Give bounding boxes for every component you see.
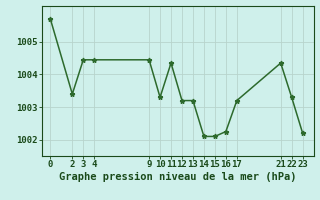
- X-axis label: Graphe pression niveau de la mer (hPa): Graphe pression niveau de la mer (hPa): [59, 172, 296, 182]
